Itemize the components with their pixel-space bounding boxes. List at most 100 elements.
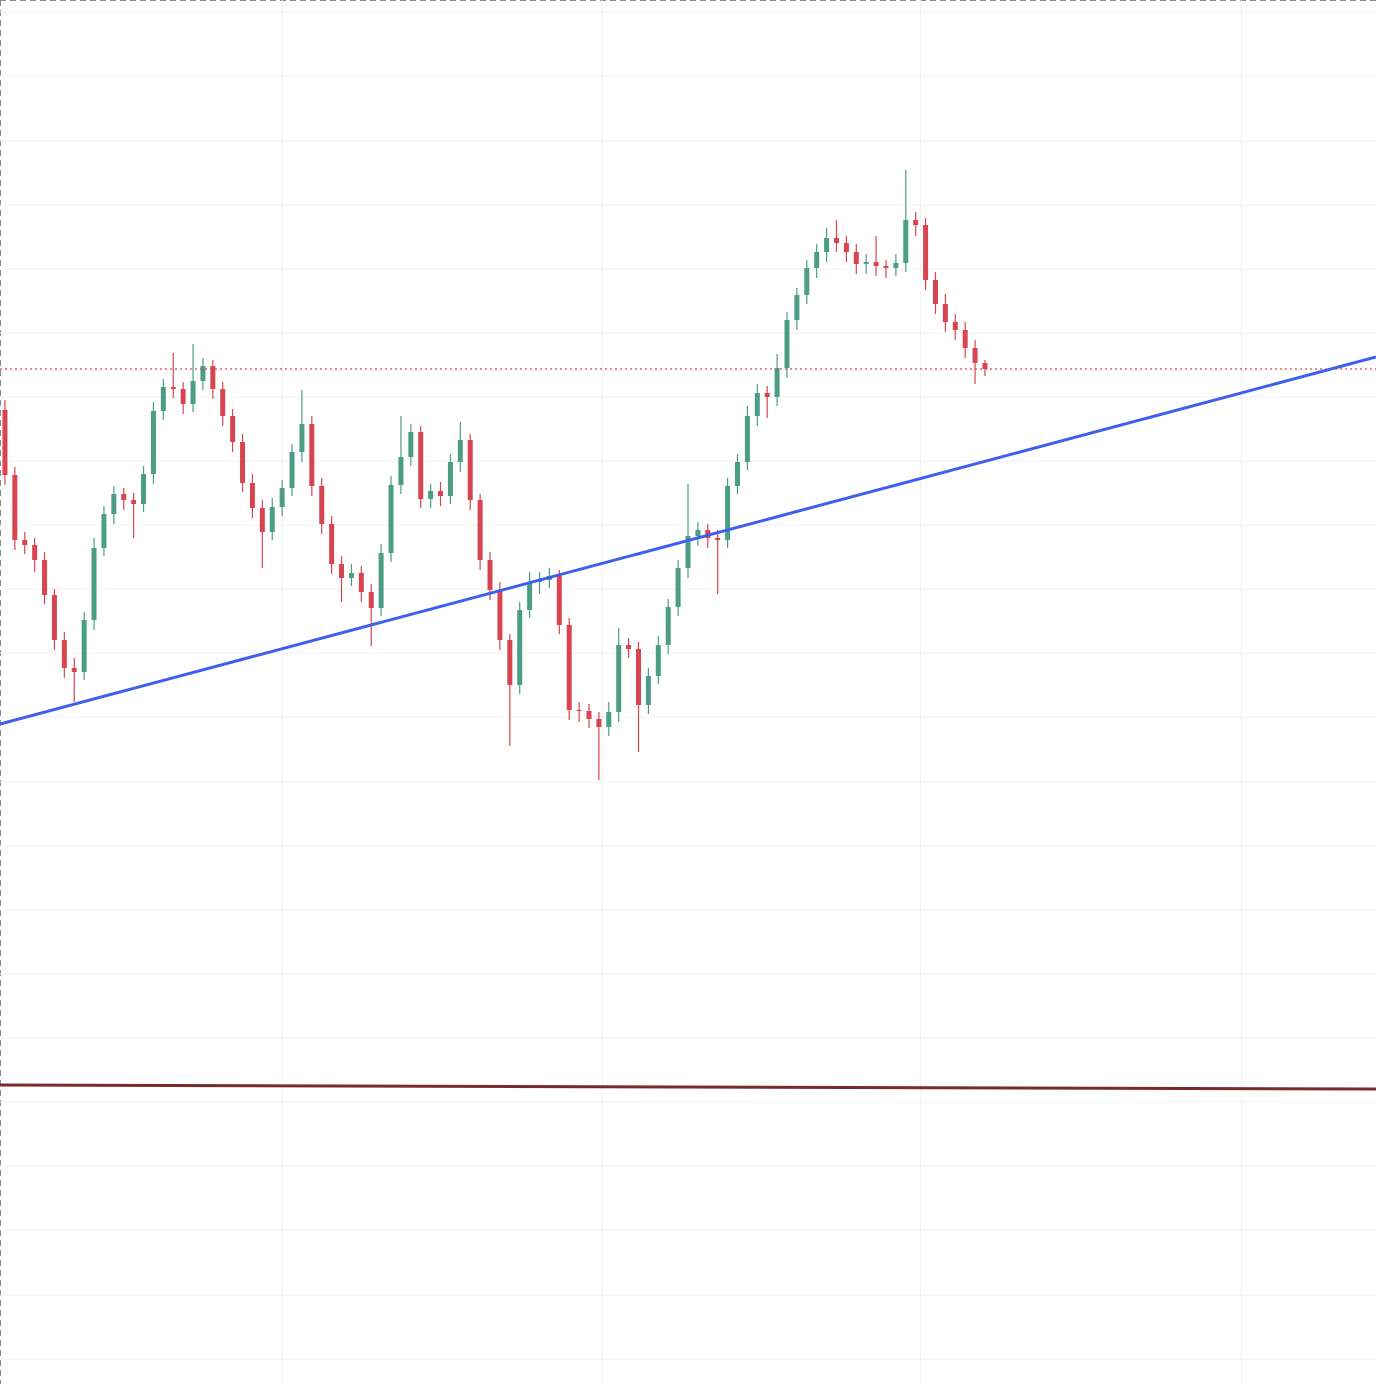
candle-body (299, 424, 305, 452)
candle-body (913, 220, 919, 225)
candle-body (467, 440, 473, 500)
candle-body (269, 507, 275, 532)
candle-body (42, 560, 48, 595)
candle-body (982, 363, 988, 369)
candle-body (606, 712, 612, 727)
trend-line (0, 1083, 1376, 1091)
candle-body (309, 424, 315, 486)
candle-body (824, 238, 830, 252)
candle-body (170, 387, 176, 389)
candle-body (150, 411, 156, 474)
candle-body (487, 560, 493, 590)
candle-body (734, 462, 740, 486)
candle-body (2, 410, 8, 475)
candle-body (952, 322, 958, 330)
candle-body (358, 573, 364, 592)
candle-body (972, 348, 978, 363)
candle-body (200, 366, 206, 381)
candle-body (665, 607, 671, 645)
candle-body (398, 457, 404, 485)
candle-body (962, 330, 968, 348)
candle-body (180, 389, 186, 404)
trend-line (0, 355, 1376, 726)
candle-body (457, 440, 463, 462)
candle-body (883, 266, 889, 268)
candle-body (121, 494, 127, 500)
candle-body (111, 494, 117, 514)
candle-body (210, 366, 216, 389)
candle-body (636, 649, 642, 705)
candle-body (715, 538, 721, 540)
candle-body (418, 432, 424, 499)
candle-body (438, 491, 444, 496)
candle-body (388, 485, 394, 553)
candle-body (12, 475, 18, 540)
candle-body (51, 595, 57, 640)
candle-body (675, 568, 681, 607)
candle-body (408, 432, 414, 457)
candle-body (556, 576, 562, 625)
candle-body (645, 676, 651, 705)
candle-body (804, 268, 810, 295)
candle-body (289, 452, 295, 488)
candle-body (626, 645, 632, 649)
candle-body (873, 262, 879, 266)
candle-body (774, 368, 780, 397)
candle-body (566, 625, 572, 710)
candle-body (348, 573, 354, 578)
candle-body (81, 620, 87, 672)
candle-body (368, 592, 374, 608)
candle-body (932, 280, 938, 304)
candle-body (576, 710, 582, 711)
candle-body (784, 320, 790, 368)
candle-body (101, 514, 107, 548)
candle-body (685, 536, 691, 568)
candle-body (279, 488, 285, 507)
candle-body (923, 225, 929, 280)
candle-body (833, 238, 839, 243)
candle-body (141, 474, 147, 504)
candle-body (190, 381, 196, 404)
candle-body (447, 462, 453, 496)
candle-body (764, 393, 770, 397)
candle-body (853, 252, 859, 264)
candle-body (477, 500, 483, 560)
candle-body (22, 540, 28, 545)
candle-body (329, 524, 335, 564)
candle-body (527, 582, 533, 610)
candle-body (507, 640, 513, 685)
candle-body (616, 645, 622, 712)
candle-body (497, 590, 503, 640)
candle-body (596, 719, 602, 727)
candle-body (160, 387, 166, 411)
candle-body (428, 491, 434, 499)
candle-body (744, 416, 750, 462)
candle-body (131, 500, 137, 504)
candle-body (339, 564, 345, 578)
candle-body (754, 393, 760, 416)
candle-body (230, 416, 236, 442)
candle-body (655, 645, 661, 676)
candle-body (249, 483, 255, 508)
candle-body (942, 304, 948, 322)
candle-body (893, 263, 899, 268)
candle-body (61, 640, 67, 668)
candle-body (71, 668, 77, 672)
candle-body (517, 610, 523, 685)
candle-body (32, 545, 38, 560)
candle-body (725, 486, 731, 540)
candle-body (220, 389, 226, 416)
candle-body (695, 530, 701, 536)
candle-body (843, 243, 849, 252)
candle-body (903, 220, 909, 263)
candle-body (240, 442, 246, 483)
candle-body (319, 486, 325, 524)
candle-body (259, 508, 265, 532)
candle-body (91, 548, 97, 620)
candle-body (794, 295, 800, 320)
candle-body (586, 711, 592, 719)
candle-body (863, 262, 869, 264)
candle-body (814, 252, 820, 268)
